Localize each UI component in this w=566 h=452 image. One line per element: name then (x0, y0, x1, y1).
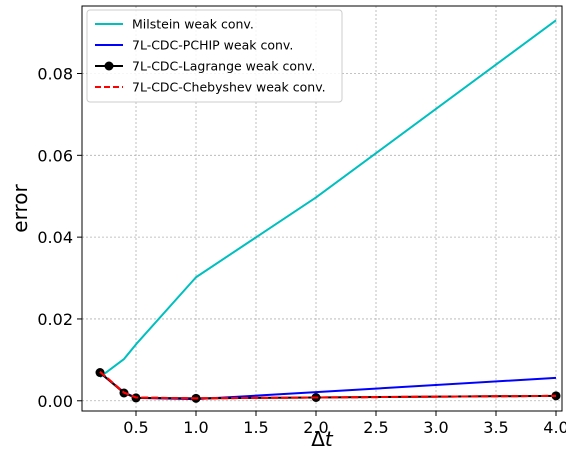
x-tick-label: 3.0 (423, 418, 448, 437)
y-tick-label: 0.06 (37, 146, 73, 165)
x-tick-label: 2.0 (303, 418, 328, 437)
y-tick-label: 0.08 (37, 65, 73, 84)
plot-frame (81, 5, 563, 412)
legend-box (86, 9, 343, 103)
x-tick-label: 3.5 (483, 418, 508, 437)
x-axis-label-symbol: Δ (311, 427, 325, 451)
series-layer (95, 19, 561, 403)
y-axis-label: error (8, 184, 32, 233)
x-axis-label-variable: t (325, 427, 334, 451)
x-tick-label: 0.5 (123, 418, 148, 437)
x-axis-ticks: 0.5 1.0 1.5 2.0 2.5 3.0 3.5 4.0 (123, 411, 566, 437)
legend-marker-2 (104, 61, 114, 71)
legend-label-0: Milstein weak conv. (132, 17, 254, 32)
y-axis-ticks: 0.00 0.02 0.04 0.06 0.08 (37, 65, 82, 411)
y-tick-label: 0.00 (37, 392, 73, 411)
legend: Milstein weak conv. 7L-CDC-PCHIP weak con… (86, 9, 343, 103)
x-tick-label: 1.0 (183, 418, 208, 437)
x-tick-label: 1.5 (243, 418, 268, 437)
x-tick-label: 2.5 (363, 418, 388, 437)
series-line-0 (99, 19, 557, 378)
legend-label-3: 7L-CDC-Chebyshev weak conv. (132, 80, 326, 95)
series-line-overlay-3 (99, 370, 557, 400)
legend-label-1: 7L-CDC-PCHIP weak conv. (132, 38, 293, 53)
x-tick-label: 4.0 (543, 418, 566, 437)
x-axis-label: Δt (311, 427, 334, 451)
legend-label-2: 7L-CDC-Lagrange weak conv. (132, 59, 315, 74)
y-tick-label: 0.04 (37, 228, 73, 247)
y-tick-label: 0.02 (37, 310, 73, 329)
